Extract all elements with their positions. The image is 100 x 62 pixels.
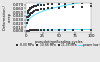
X-axis label: pseudotime/loading cycles: pseudotime/loading cycles xyxy=(35,40,83,44)
Legend: 8.00 MPa, 10.66 MPa, 11.33 MPa, power law fit: 8.00 MPa, 10.66 MPa, 11.33 MPa, power la… xyxy=(14,42,100,48)
Y-axis label: Deformation /
creep: Deformation / creep xyxy=(3,5,11,30)
